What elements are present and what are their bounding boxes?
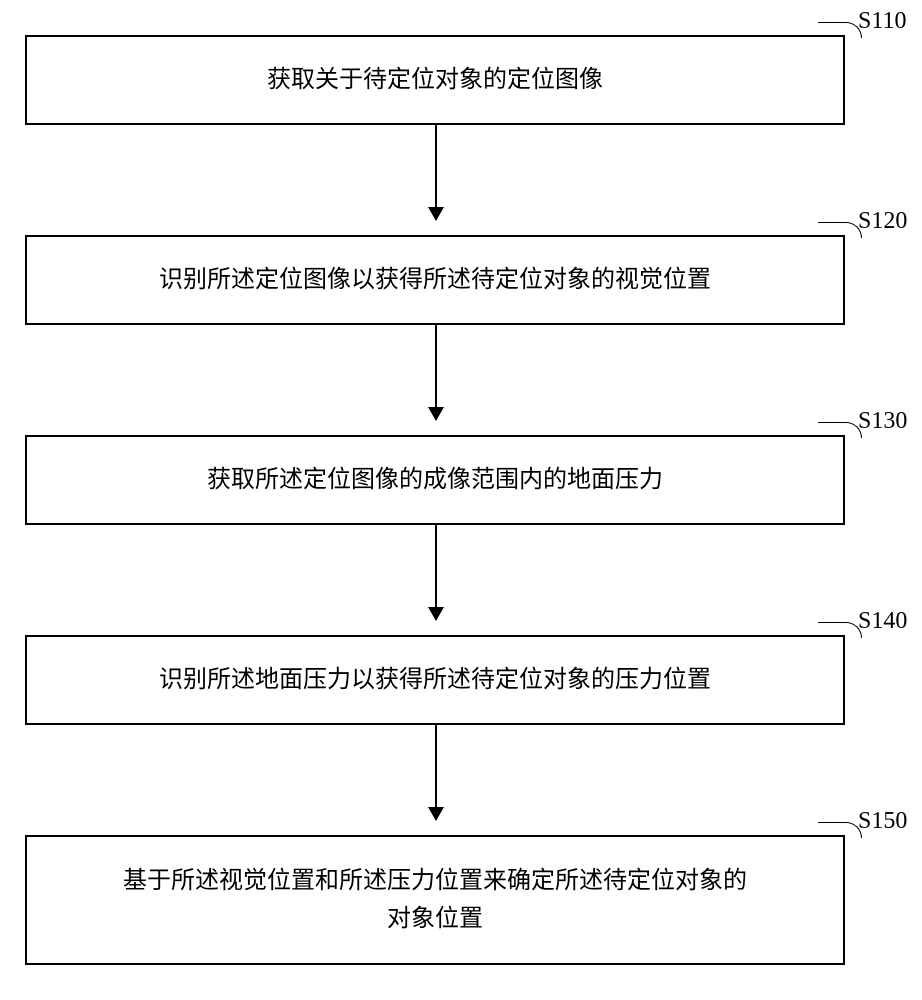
step-box-s110: 获取关于待定位对象的定位图像 [25, 35, 845, 125]
step-label-s120: S120 [858, 208, 907, 235]
step-text: 获取所述定位图像的成像范围内的地面压力 [207, 461, 663, 499]
step-label-s140: S140 [858, 608, 907, 635]
step-label-s110: S110 [858, 8, 906, 35]
arrow-icon [435, 525, 437, 620]
step-box-s140: 识别所述地面压力以获得所述待定位对象的压力位置 [25, 635, 845, 725]
step-label-s130: S130 [858, 408, 907, 435]
arrow-icon [435, 725, 437, 820]
step-text: 识别所述定位图像以获得所述待定位对象的视觉位置 [159, 261, 711, 299]
step-box-s120: 识别所述定位图像以获得所述待定位对象的视觉位置 [25, 235, 845, 325]
step-label-s150: S150 [858, 808, 907, 835]
flowchart-container: S110 获取关于待定位对象的定位图像 S120 识别所述定位图像以获得所述待定… [0, 0, 922, 1000]
step-text: 获取关于待定位对象的定位图像 [267, 61, 603, 99]
arrow-icon [435, 125, 437, 220]
step-box-s130: 获取所述定位图像的成像范围内的地面压力 [25, 435, 845, 525]
step-text: 基于所述视觉位置和所述压力位置来确定所述待定位对象的对象位置 [123, 862, 747, 939]
step-box-s150: 基于所述视觉位置和所述压力位置来确定所述待定位对象的对象位置 [25, 835, 845, 965]
step-text: 识别所述地面压力以获得所述待定位对象的压力位置 [159, 661, 711, 699]
arrow-icon [435, 325, 437, 420]
